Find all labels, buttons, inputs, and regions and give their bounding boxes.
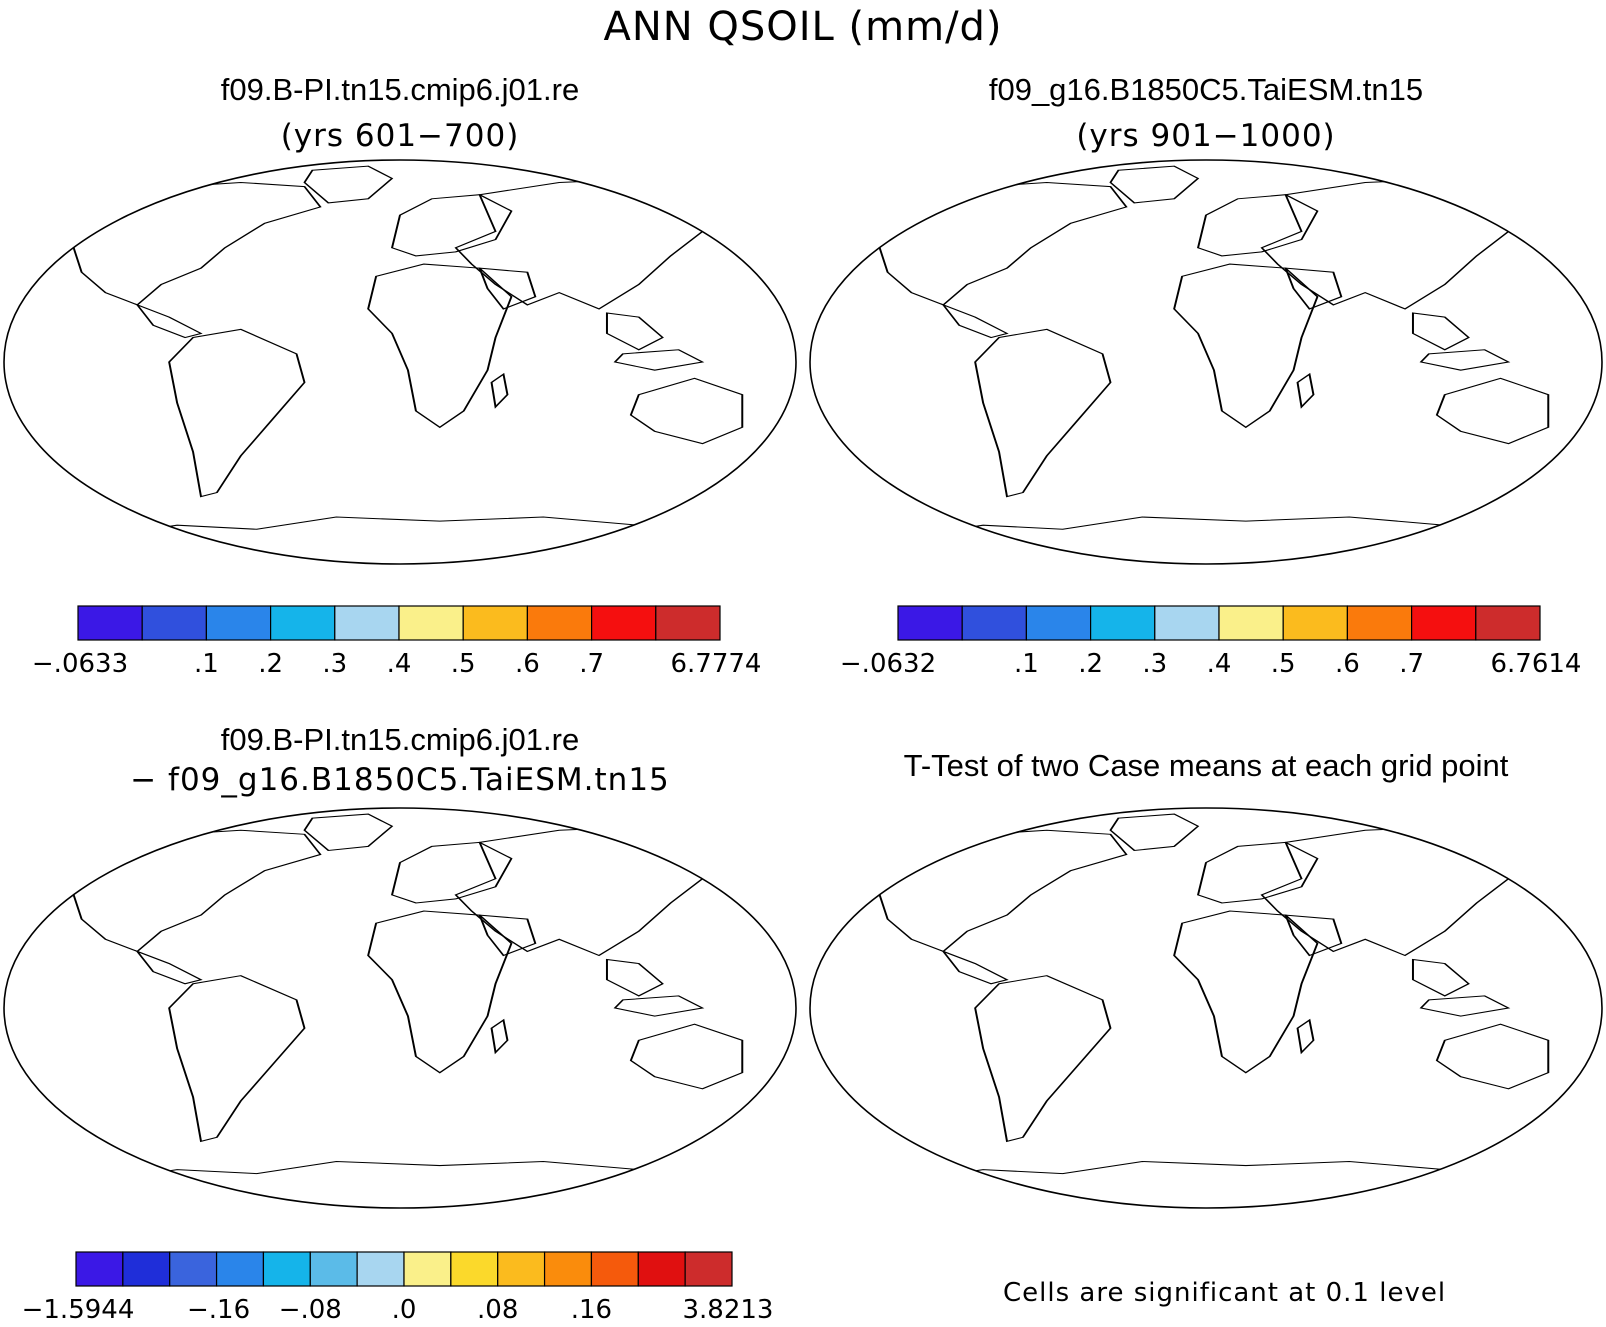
panel-2-title: f09_g16.B1850C5.TaiESM.tn15 bbox=[806, 72, 1606, 108]
colorbar-swatch bbox=[1475, 605, 1541, 641]
colorbar-swatch bbox=[1218, 605, 1284, 641]
colorbar-swatch bbox=[215, 1251, 265, 1287]
colorbar-tick-label: .3 bbox=[1142, 649, 1167, 679]
panel-1-subtitle: (yrs 601−700) bbox=[0, 118, 800, 154]
colorbar-tick-label: .2 bbox=[258, 649, 283, 679]
colorbar-tick-label: .5 bbox=[1271, 649, 1296, 679]
colorbar-swatch bbox=[450, 1251, 499, 1287]
colorbar-swatch bbox=[1282, 605, 1349, 641]
colorbar-tick-label: .3 bbox=[322, 649, 347, 679]
colorbar-swatch bbox=[1154, 605, 1220, 641]
colorbar-swatch bbox=[1346, 605, 1413, 641]
colorbar-swatch bbox=[684, 1251, 733, 1287]
colorbar-swatch bbox=[1090, 605, 1156, 641]
colorbar-swatch bbox=[961, 605, 1027, 641]
colorbar-tick-label: 3.8213 bbox=[683, 1295, 774, 1325]
colorbar-swatch bbox=[122, 1251, 171, 1287]
panel-4-map bbox=[809, 807, 1603, 1209]
colorbar-swatch bbox=[543, 1251, 593, 1287]
colorbar-tick-label: .1 bbox=[1014, 649, 1039, 679]
colorbar-swatch bbox=[403, 1251, 452, 1287]
panel-3-title: f09.B-PI.tn15.cmip6.j01.re bbox=[0, 722, 800, 758]
colorbar-swatch bbox=[637, 1251, 686, 1287]
colorbar-swatch bbox=[1025, 605, 1092, 641]
colorbar-swatch bbox=[1410, 605, 1477, 641]
panel-2-colorbar: −.0632 .1 .2 .3 .4 .5 .6 .7 6.7614 bbox=[840, 605, 1582, 679]
colorbar-tick-label: .08 bbox=[477, 1295, 518, 1325]
colorbar-swatch bbox=[309, 1251, 358, 1287]
significance-footnote: Cells are significant at 0.1 level bbox=[1003, 1278, 1446, 1308]
colorbar-swatch bbox=[897, 605, 963, 641]
colorbar-swatch bbox=[590, 605, 657, 641]
panel-1-map bbox=[3, 159, 797, 565]
colorbar-swatch bbox=[655, 605, 721, 641]
colorbar-tick-label: .1 bbox=[194, 649, 219, 679]
colorbar-tick-label: .4 bbox=[387, 649, 412, 679]
colorbar-swatch bbox=[270, 605, 336, 641]
colorbar-tick-label: −.08 bbox=[279, 1295, 342, 1325]
colorbar-tick-label: −.16 bbox=[187, 1295, 250, 1325]
figure-title: ANN QSOIL (mm/d) bbox=[0, 4, 1606, 50]
colorbar-tick-label: −1.5944 bbox=[22, 1295, 135, 1325]
colorbar-tick-label: .16 bbox=[571, 1295, 612, 1325]
colorbar-tick-label: .0 bbox=[392, 1295, 417, 1325]
colorbar-tick-label: .7 bbox=[1399, 649, 1424, 679]
colorbar-tick-label: 6.7774 bbox=[671, 649, 762, 679]
colorbar-tick-label: .6 bbox=[1335, 649, 1360, 679]
colorbar-swatch bbox=[141, 605, 207, 641]
colorbar-swatch bbox=[590, 1251, 639, 1287]
colorbar-tick-label: .2 bbox=[1078, 649, 1103, 679]
panel-2-subtitle: (yrs 901−1000) bbox=[806, 118, 1606, 154]
colorbar-swatch bbox=[398, 605, 464, 641]
panel-1-title: f09.B-PI.tn15.cmip6.j01.re bbox=[0, 72, 800, 108]
colorbar-tick-label: −.0633 bbox=[32, 649, 128, 679]
panel-4-title: T-Test of two Case means at each grid po… bbox=[806, 748, 1606, 784]
colorbar-swatch bbox=[334, 605, 400, 641]
colorbar-tick-label: .4 bbox=[1207, 649, 1232, 679]
colorbar-swatch bbox=[462, 605, 529, 641]
colorbar-tick-label: .5 bbox=[451, 649, 476, 679]
panel-3-subtitle: − f09_g16.B1850C5.TaiESM.tn15 bbox=[0, 762, 800, 798]
colorbar-tick-label: .7 bbox=[579, 649, 604, 679]
colorbar-swatch bbox=[205, 605, 272, 641]
colorbar-swatch bbox=[356, 1251, 405, 1287]
colorbar-swatch bbox=[169, 1251, 218, 1287]
panel-3-colorbar: −1.5944 −.16 −.08 .0 .08 .16 3.8213 bbox=[22, 1251, 774, 1325]
panel-3-map bbox=[3, 807, 797, 1209]
colorbar-swatch bbox=[497, 1251, 546, 1287]
colorbar-tick-label: 6.7614 bbox=[1491, 649, 1582, 679]
colorbar-swatch bbox=[75, 1251, 124, 1287]
panel-2-map bbox=[809, 159, 1603, 565]
colorbar-tick-label: −.0632 bbox=[840, 649, 936, 679]
colorbar-tick-label: .6 bbox=[515, 649, 540, 679]
colorbar-swatch bbox=[526, 605, 593, 641]
panel-1-colorbar: −.0633 .1 .2 .3 .4 .5 .6 .7 6.7774 bbox=[32, 605, 762, 679]
colorbar-swatch bbox=[262, 1251, 311, 1287]
colorbar-swatch bbox=[77, 605, 143, 641]
